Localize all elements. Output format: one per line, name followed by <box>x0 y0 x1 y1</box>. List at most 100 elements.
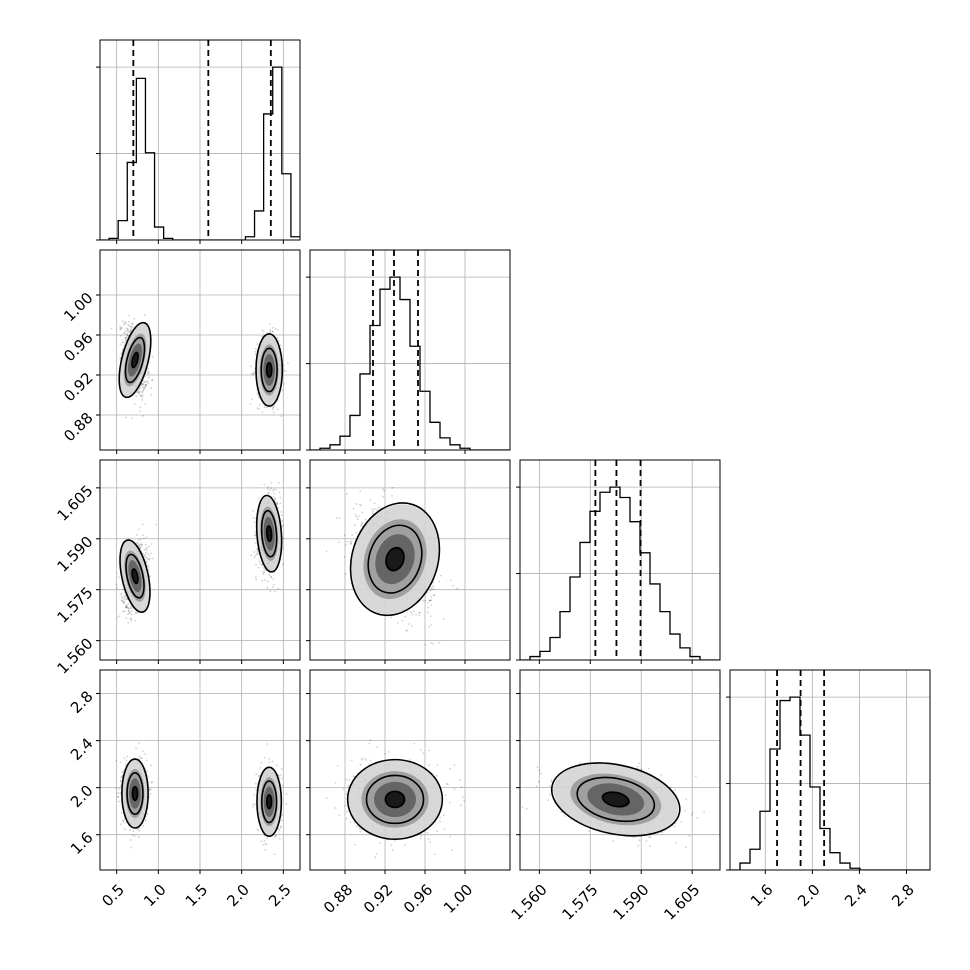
scatter-point <box>140 384 143 387</box>
scatter-point <box>133 835 136 838</box>
histogram-step <box>310 276 510 450</box>
scatter-point <box>143 753 146 755</box>
scatter-point <box>371 508 374 511</box>
scatter-point <box>125 597 128 600</box>
scatter-point <box>279 502 282 505</box>
scatter-point <box>274 327 277 330</box>
scatter-point <box>141 386 144 388</box>
scatter-point <box>124 338 127 341</box>
scatter-point <box>121 599 124 602</box>
contour-line <box>260 347 278 393</box>
scatter-point <box>120 599 123 602</box>
scatter-point <box>253 521 256 524</box>
scatter-point <box>255 578 258 581</box>
scatter-point <box>121 596 123 598</box>
scatter-point <box>145 380 148 383</box>
scatter-point <box>151 557 154 560</box>
scatter-point <box>131 326 133 329</box>
scatter-point <box>262 331 265 334</box>
scatter-point <box>139 546 141 548</box>
scatter-point <box>127 324 130 326</box>
scatter-point <box>372 512 374 515</box>
scatter-point <box>118 788 121 790</box>
scatter-point <box>267 492 270 495</box>
scatter-point <box>141 750 144 753</box>
scatter-point <box>128 612 130 614</box>
scatter-point <box>135 534 138 536</box>
scatter-point <box>438 641 441 644</box>
scatter-point <box>135 542 138 545</box>
scatter-point <box>129 829 132 831</box>
scatter-point <box>140 545 143 547</box>
scatter-point <box>350 540 353 543</box>
scatter-point <box>138 528 140 531</box>
scatter-point <box>140 538 142 541</box>
scatter-point <box>261 564 264 566</box>
scatter-point <box>268 574 271 577</box>
scatter-point <box>269 489 271 491</box>
scatter-point <box>155 523 158 526</box>
scatter-point <box>121 601 124 603</box>
density-level <box>131 351 139 369</box>
scatter-point <box>282 524 285 527</box>
scatter-point <box>149 557 152 560</box>
scatter-point <box>360 524 363 527</box>
scatter-point <box>125 598 127 601</box>
scatter-point <box>116 616 119 619</box>
histogram-step <box>100 66 300 240</box>
scatter-point <box>274 497 277 500</box>
histogram-panel-2 <box>516 459 721 664</box>
scatter-point <box>418 614 421 617</box>
scatter-point <box>119 343 122 346</box>
scatter-point <box>256 548 259 550</box>
scatter-point <box>141 383 143 386</box>
scatter-point <box>133 318 136 320</box>
scatter-point <box>411 613 414 616</box>
scatter-point <box>134 619 137 622</box>
scatter-point <box>125 322 128 325</box>
scatter-point <box>429 615 432 618</box>
scatter-point <box>354 513 357 516</box>
scatter-point <box>141 395 144 397</box>
scatter-point <box>281 519 284 522</box>
scatter-point <box>123 601 126 604</box>
scatter-point <box>250 554 252 557</box>
scatter-point <box>272 406 274 408</box>
scatter-point <box>286 362 289 365</box>
scatter-point <box>412 610 415 613</box>
scatter-point <box>147 552 149 555</box>
scatter-point <box>360 523 363 526</box>
scatter-point <box>277 507 280 509</box>
scatter-point <box>118 615 121 618</box>
scatter-point <box>126 329 129 332</box>
contour-line <box>349 502 441 617</box>
scatter-point <box>262 573 264 576</box>
scatter-point <box>250 373 253 375</box>
scatter-point <box>145 560 148 563</box>
scatter-point <box>137 538 140 541</box>
scatter-point <box>266 586 269 589</box>
scatter-point <box>433 588 435 591</box>
scatter-point <box>122 610 124 613</box>
scatter-point <box>255 553 258 555</box>
scatter-point <box>138 391 141 393</box>
scatter-point <box>430 604 433 607</box>
scatter-point <box>137 544 140 547</box>
scatter-point <box>147 565 150 568</box>
scatter-point <box>122 600 125 603</box>
scatter-point <box>137 393 140 395</box>
scatter-point <box>121 327 124 329</box>
scatter-point <box>270 481 273 484</box>
scatter-point <box>127 613 129 616</box>
scatter-point <box>277 329 279 332</box>
scatter-point <box>263 406 266 409</box>
scatter-point <box>349 541 351 543</box>
scatter-point <box>404 615 407 618</box>
scatter-point <box>283 369 285 372</box>
scatter-point <box>281 389 284 392</box>
scatter-point <box>424 644 427 646</box>
scatter-point <box>278 481 280 484</box>
scatter-point <box>354 524 356 527</box>
scatter-point <box>149 575 152 578</box>
scatter-point <box>130 617 133 620</box>
